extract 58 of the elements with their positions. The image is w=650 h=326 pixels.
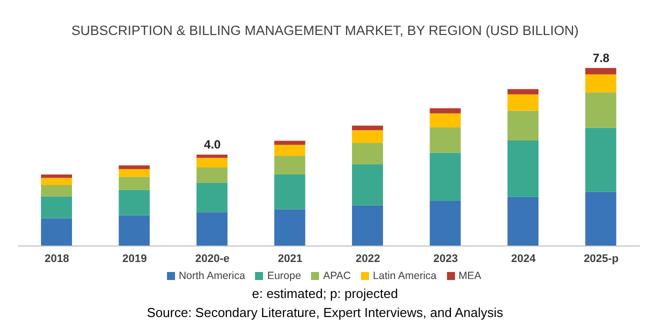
bar: [41, 196, 72, 218]
x-tick-label: 2021: [278, 252, 302, 265]
annotation: 4.0: [204, 138, 222, 152]
bar: [430, 152, 461, 201]
x-tick-label: 2019: [122, 252, 147, 265]
x-tick-label: 2025-p: [584, 252, 619, 265]
text: e: estimated; p: projected: [251, 285, 399, 303]
bar: [352, 205, 383, 246]
bar: [585, 74, 616, 92]
x-tick-label: 2018: [44, 252, 70, 265]
bar: [430, 108, 461, 114]
bar: [41, 218, 72, 246]
bar: [41, 174, 72, 178]
x-tick-label: 2023: [433, 252, 458, 265]
bar: [352, 126, 383, 130]
legend-label: Europe: [267, 270, 302, 282]
bar: [118, 165, 150, 170]
source-note: Source: Secondary Literature, Expert Interviews, and Analysis: [146, 304, 504, 322]
legend-label: Latin America: [372, 270, 437, 282]
bar: [585, 128, 616, 192]
bar: [352, 130, 383, 143]
bar: [118, 169, 150, 177]
x-tick-label: 2022: [356, 252, 380, 265]
legend-label: APAC: [323, 270, 351, 282]
annotation: 7.8: [592, 51, 610, 65]
bar: [508, 110, 538, 140]
x-tick-label: 2024: [511, 252, 536, 265]
bar: [508, 94, 538, 111]
bar: [196, 154, 228, 158]
bar: [585, 92, 616, 128]
x-tick-label: 2020-e: [195, 252, 230, 265]
bar: [118, 176, 150, 190]
bar: [352, 142, 383, 164]
bar: [196, 212, 228, 246]
bar: [274, 144, 306, 156]
bar: [118, 190, 150, 216]
bar: [430, 127, 461, 153]
bar: [430, 113, 461, 128]
bar: [41, 184, 72, 196]
bar: [118, 215, 150, 246]
bar: [585, 68, 616, 74]
bar: [196, 158, 228, 168]
bar: [196, 168, 228, 183]
bar: [585, 192, 616, 246]
bar: [352, 164, 383, 206]
bar: [430, 200, 461, 246]
legend-label: North America: [178, 270, 246, 282]
bar: [508, 140, 538, 197]
bar: [196, 182, 228, 212]
chart-title: SUBSCRIPTION & BILLING MANAGEMENT MARKET, BY REGION (USD BILLION): [70, 22, 580, 40]
legend-label: MEA: [458, 270, 482, 282]
bar: [41, 178, 72, 185]
bar: [274, 174, 306, 210]
bar: [274, 209, 306, 246]
bar: [274, 140, 306, 145]
bar: [274, 156, 306, 174]
bar: [508, 89, 538, 94]
bar: [508, 196, 538, 246]
